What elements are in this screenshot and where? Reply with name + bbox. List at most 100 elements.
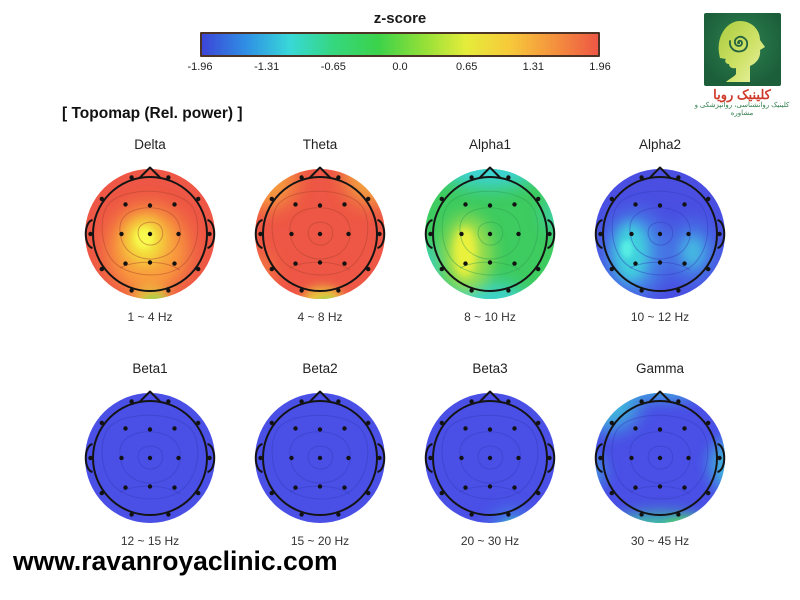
electrode-dot bbox=[487, 455, 493, 461]
electrode-dot bbox=[547, 231, 552, 237]
topomap-cell: Beta2 15 ~ 20 Hz bbox=[235, 360, 405, 548]
topomap-hotspot bbox=[501, 520, 529, 523]
electrode-dot bbox=[717, 455, 722, 461]
band-title: Alpha1 bbox=[468, 137, 512, 152]
topomap-hotspot bbox=[621, 240, 633, 258]
electrode-dot bbox=[512, 202, 517, 207]
electrode-dot bbox=[463, 261, 468, 266]
topomap-cell: Theta 4 ~ 8 Hz bbox=[235, 136, 405, 324]
electrode-dot bbox=[487, 260, 493, 265]
electrode-dot bbox=[469, 175, 474, 180]
band-title: Delta bbox=[134, 137, 166, 152]
nose bbox=[308, 166, 332, 180]
nose bbox=[308, 390, 332, 404]
freq-label: 15 ~ 20 Hz bbox=[290, 534, 350, 548]
electrode-dot bbox=[706, 490, 711, 496]
electrode-dot bbox=[166, 288, 171, 293]
electrode-dot bbox=[706, 266, 711, 272]
topomap-cell: Beta1 12 ~ 15 Hz bbox=[65, 360, 235, 548]
electrode-dot bbox=[463, 426, 468, 431]
ear-left bbox=[84, 219, 93, 249]
electrode-dot bbox=[598, 231, 603, 237]
band-title: Gamma bbox=[635, 361, 684, 376]
electrode-dot bbox=[147, 484, 153, 489]
electrode-dot bbox=[258, 455, 263, 461]
ear-right bbox=[547, 443, 556, 473]
ear-left bbox=[254, 219, 263, 249]
colorbar-tick: 1.96 bbox=[589, 61, 611, 73]
electrode-dot bbox=[366, 196, 371, 202]
topomap-head bbox=[84, 390, 216, 523]
electrode-dot bbox=[299, 288, 304, 293]
electrode-dot bbox=[633, 202, 638, 207]
electrode-dot bbox=[506, 399, 511, 404]
topomap-hotspot bbox=[134, 227, 154, 249]
electrode-dot bbox=[676, 288, 681, 293]
electrode-dot bbox=[536, 266, 541, 272]
electrode-dot bbox=[536, 490, 541, 496]
electrode-dot bbox=[657, 231, 663, 237]
electrode-dot bbox=[269, 420, 274, 426]
clinic-logo: کلینیک رویا کلینیک روانشناسی، روانپزشکی … bbox=[690, 13, 794, 118]
ear-right bbox=[717, 443, 726, 473]
electrode-dot bbox=[377, 455, 382, 461]
band-title: Theta bbox=[302, 137, 338, 152]
ear-left bbox=[594, 219, 603, 249]
nose bbox=[138, 166, 162, 180]
electrode-dot bbox=[676, 175, 681, 180]
electrode-dot bbox=[686, 455, 691, 461]
electrode-dot bbox=[459, 231, 464, 237]
topomap-hotspot bbox=[682, 237, 704, 267]
electrode-dot bbox=[639, 175, 644, 180]
electrode-dot bbox=[657, 427, 663, 432]
electrode-dot bbox=[657, 260, 663, 265]
electrode-dot bbox=[293, 261, 298, 266]
ear-right bbox=[207, 443, 216, 473]
topomap-cell: Gamma 30 ~ 45 Hz bbox=[575, 360, 745, 548]
colorbar-tick: 0.65 bbox=[455, 61, 478, 73]
clinic-name: کلینیک رویا bbox=[713, 87, 771, 102]
electrode-dot bbox=[207, 231, 212, 237]
electrode-dot bbox=[428, 455, 433, 461]
nose bbox=[138, 390, 162, 404]
freq-label: 10 ~ 12 Hz bbox=[630, 310, 690, 324]
electrode-dot bbox=[99, 490, 104, 496]
electrode-dot bbox=[269, 196, 274, 202]
electrode-dot bbox=[346, 455, 351, 461]
topomap-head bbox=[254, 166, 386, 299]
electrode-dot bbox=[129, 175, 134, 180]
topomap-head bbox=[594, 390, 726, 523]
electrode-dot bbox=[289, 455, 294, 461]
freq-label: 20 ~ 30 Hz bbox=[460, 534, 520, 548]
band-title: Beta2 bbox=[302, 361, 338, 376]
nose bbox=[478, 166, 502, 180]
electrode-dot bbox=[88, 231, 93, 237]
electrode-dot bbox=[119, 455, 124, 461]
ear-right bbox=[547, 219, 556, 249]
electrode-dot bbox=[123, 261, 128, 266]
ear-left bbox=[254, 443, 263, 473]
electrode-dot bbox=[506, 175, 511, 180]
electrode-dot bbox=[196, 266, 201, 272]
ear-left bbox=[424, 219, 433, 249]
electrode-dot bbox=[512, 261, 517, 266]
electrode-dot bbox=[439, 420, 444, 426]
electrode-dot bbox=[377, 231, 382, 237]
band-title: Beta1 bbox=[132, 361, 168, 376]
head-outline bbox=[262, 400, 378, 516]
electrode-dot bbox=[289, 231, 294, 237]
topomap-cell: Delta 1 ~ 4 Hz bbox=[65, 136, 235, 324]
electrode-dot bbox=[346, 231, 351, 237]
electrode-dot bbox=[196, 490, 201, 496]
electrode-dot bbox=[516, 231, 521, 237]
electrode-dot bbox=[469, 399, 474, 404]
colorbar-tick: -1.96 bbox=[187, 61, 213, 73]
electrode-dot bbox=[682, 261, 687, 266]
electrode-dot bbox=[506, 512, 511, 517]
electrode-dot bbox=[639, 399, 644, 404]
electrode-dot bbox=[147, 231, 153, 237]
electrode-dot bbox=[629, 455, 634, 461]
electrode-dot bbox=[258, 231, 263, 237]
electrode-dot bbox=[633, 261, 638, 266]
electrode-dot bbox=[129, 288, 134, 293]
